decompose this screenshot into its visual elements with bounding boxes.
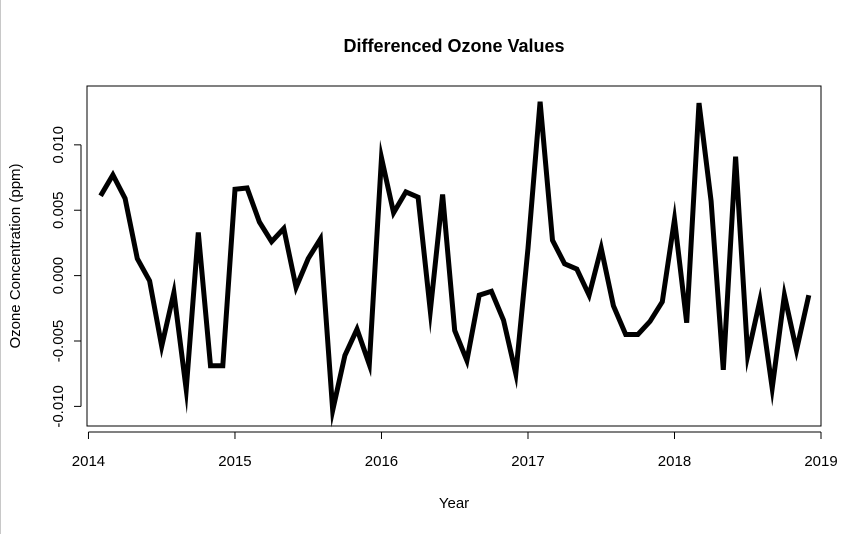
x-tick-label: 2014 — [72, 453, 105, 470]
y-tick-label: 0.005 — [50, 191, 67, 229]
y-axis: -0.010 -0.005 0.000 0.005 0.010 — [50, 126, 82, 428]
y-tick-label: -0.005 — [50, 320, 67, 363]
plot-frame — [86, 85, 822, 427]
y-axis-label: Ozone Concentration (ppm) — [7, 163, 24, 348]
x-tick-label: 2018 — [658, 453, 691, 470]
y-tick-label: 0.000 — [50, 257, 67, 295]
x-tick-label: 2015 — [218, 453, 251, 470]
series-line — [98, 101, 812, 428]
x-tick-label: 2019 — [804, 453, 837, 470]
x-tick-label: 2016 — [365, 453, 398, 470]
y-tick-label: -0.010 — [50, 385, 67, 428]
x-axis-label: Year — [439, 495, 469, 512]
y-tick-label: 0.010 — [50, 126, 67, 164]
x-axis: 2014 2015 2016 2017 2018 2019 — [72, 431, 838, 470]
chart-title: Differenced Ozone Values — [343, 36, 564, 56]
x-tick-label: 2017 — [511, 453, 544, 470]
window-left-edge — [0, 0, 1, 534]
